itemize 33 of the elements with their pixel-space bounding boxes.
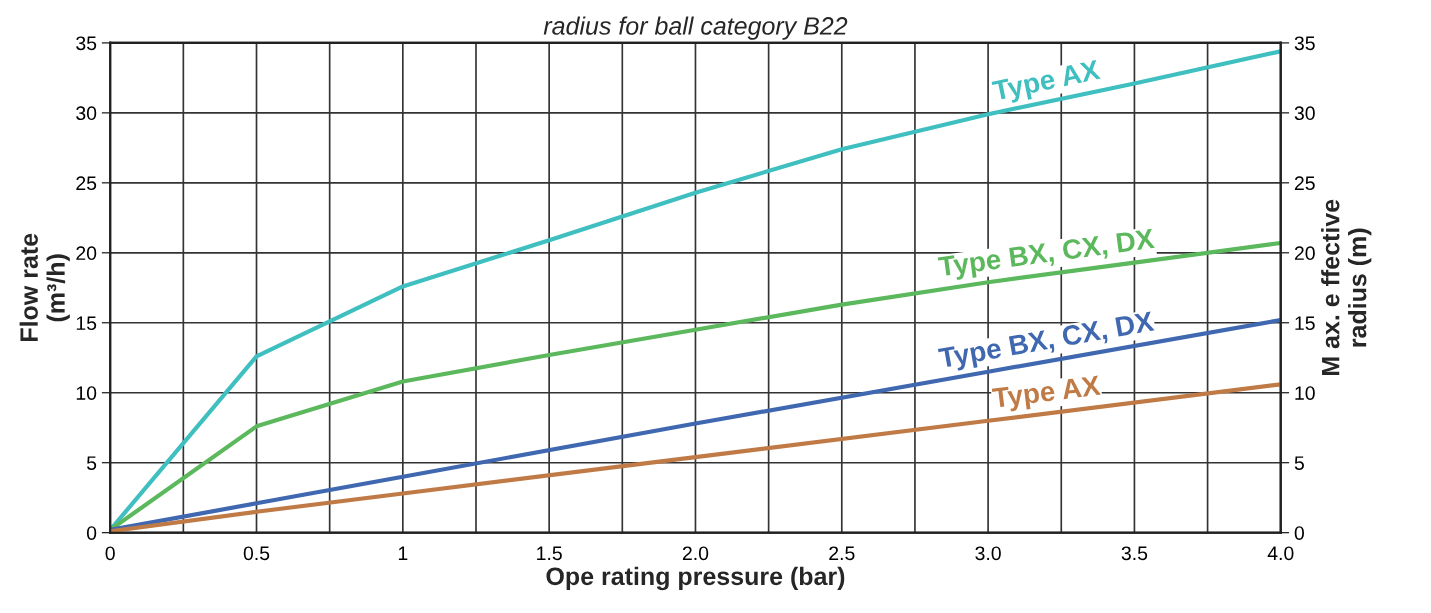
x-tick-label: 3.0 [975,546,1001,561]
text: Type AX [991,59,1102,107]
y2-tick-label: 30 [1294,106,1315,121]
y2-tick-label: 15 [1295,316,1315,331]
x-axis-title: Ope rating pressure (bar) [546,566,845,591]
y-tick-label: 10 [76,386,97,400]
x-tick-label: 1.5 [537,546,562,561]
y2-tick-label: 35 [1294,36,1315,51]
y2-tick-label: 20 [1294,246,1315,261]
x-tick-label: 2.0 [682,546,709,561]
y2-axis-title: M ax. e ffective radius (m) [1321,199,1372,376]
y-tick-label: 20 [76,246,97,261]
y2-tick-label: 0 [1294,526,1304,540]
x-tick-label: 0.5 [243,546,270,561]
x-tick-label: 0 [105,546,115,561]
y-axis-title: Flow rate (m³/h) [19,233,70,341]
y-tick-label: 30 [76,106,97,121]
y-tick-label: 25 [76,176,97,191]
y-tick-label: 15 [76,316,97,331]
y2-tick-label: 5 [1294,456,1304,470]
y-tick-label: 5 [86,456,97,470]
y-tick-label: 35 [76,36,97,51]
x-tick-label: 2.5 [829,546,855,561]
text: Type BX, CX, DX [937,311,1156,374]
y2-tick-label: 10 [1295,386,1315,400]
chart-title: radius for ball category B22 [543,16,848,40]
x-tick-label: 4.0 [1267,546,1294,561]
y-tick-label: 0 [86,526,97,540]
text: Type BX, CX, DX [937,228,1156,283]
text: Type AX [991,375,1102,414]
x-tick-label: 1 [398,546,408,560]
y2-tick-label: 25 [1294,176,1315,191]
x-tick-label: 3.5 [1121,546,1148,561]
